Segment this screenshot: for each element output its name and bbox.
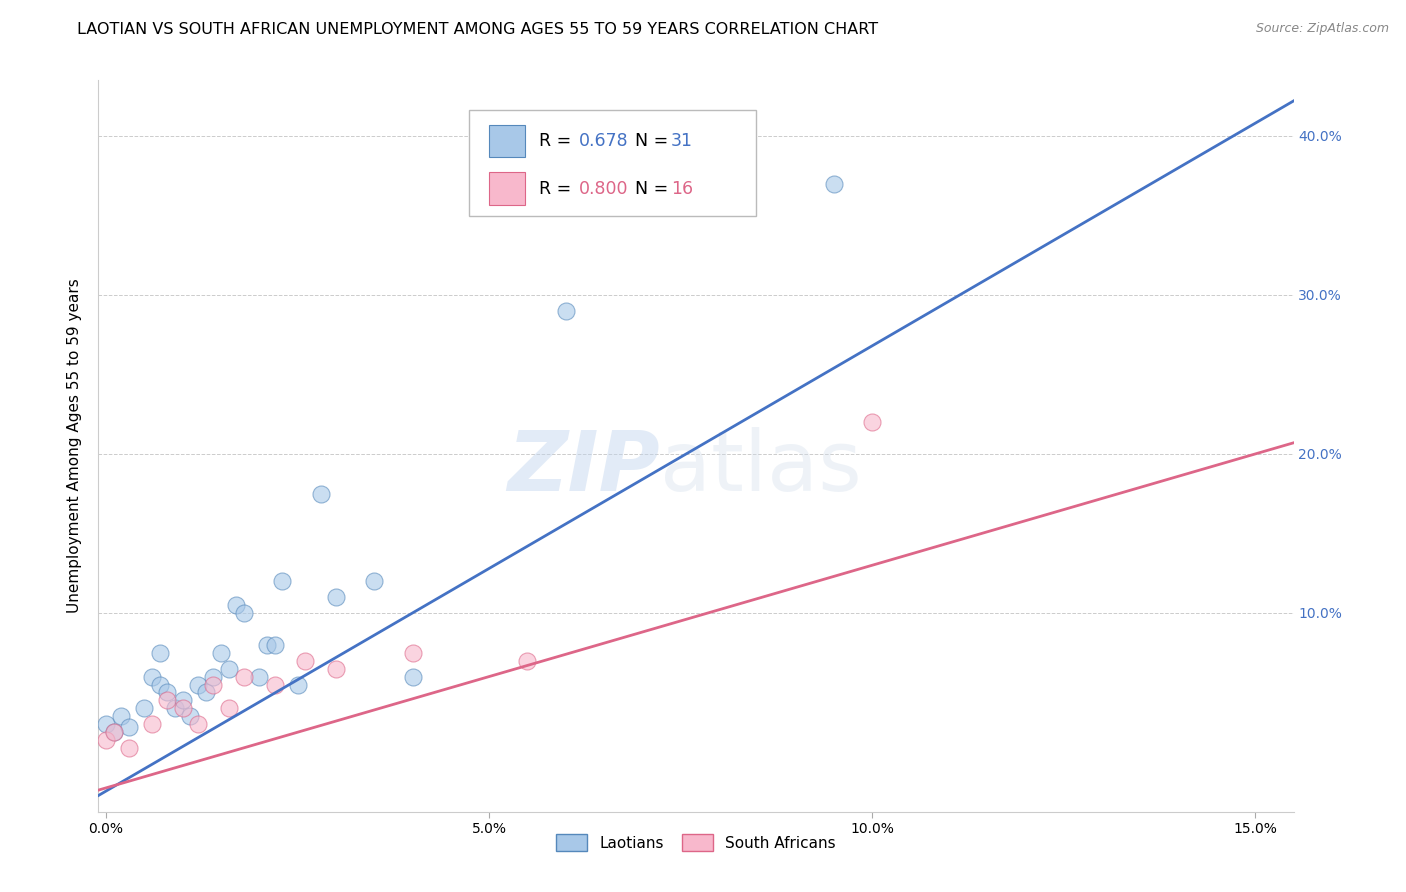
Text: 0.800: 0.800 [579, 179, 628, 197]
Point [172, 693, 194, 707]
Text: 0.678: 0.678 [579, 132, 628, 150]
Point [110, 709, 132, 723]
Point [156, 685, 179, 699]
Point [134, 701, 156, 715]
Text: atlas: atlas [661, 427, 862, 508]
Point [401, 646, 423, 660]
Point [325, 590, 347, 604]
Point [94, 717, 117, 731]
Point [247, 669, 270, 683]
Text: N =: N = [636, 179, 673, 197]
Point [707, 185, 730, 199]
Text: 16: 16 [671, 179, 693, 197]
Point [118, 721, 141, 735]
Point [363, 574, 385, 589]
Point [141, 717, 163, 731]
Legend: Laotians, South Africans: Laotians, South Africans [548, 826, 844, 859]
Point [325, 662, 347, 676]
Point [179, 709, 201, 723]
Point [554, 303, 576, 318]
Point [163, 701, 186, 715]
Point [156, 693, 179, 707]
Point [233, 669, 256, 683]
Point [218, 662, 240, 676]
Point [263, 677, 285, 691]
Point [271, 574, 294, 589]
Text: ZIP: ZIP [508, 427, 661, 508]
Point [263, 638, 285, 652]
Point [194, 685, 217, 699]
Text: R =: R = [540, 132, 576, 150]
FancyBboxPatch shape [470, 110, 756, 216]
Point [860, 415, 883, 429]
Point [287, 677, 309, 691]
Point [187, 717, 209, 731]
Point [141, 669, 163, 683]
Text: LAOTIAN VS SOUTH AFRICAN UNEMPLOYMENT AMONG AGES 55 TO 59 YEARS CORRELATION CHAR: LAOTIAN VS SOUTH AFRICAN UNEMPLOYMENT AM… [77, 22, 879, 37]
Point [149, 677, 172, 691]
FancyBboxPatch shape [489, 172, 524, 205]
Point [209, 646, 232, 660]
Text: R =: R = [540, 179, 576, 197]
Point [233, 606, 256, 620]
Point [94, 733, 117, 747]
Point [103, 725, 125, 739]
Point [823, 177, 845, 191]
Text: Source: ZipAtlas.com: Source: ZipAtlas.com [1256, 22, 1389, 36]
Point [187, 677, 209, 691]
Point [218, 701, 240, 715]
Point [118, 741, 141, 756]
Point [516, 654, 538, 668]
Point [202, 669, 225, 683]
Point [401, 669, 423, 683]
Text: N =: N = [636, 132, 673, 150]
Point [294, 654, 316, 668]
FancyBboxPatch shape [489, 125, 524, 158]
Point [256, 638, 278, 652]
Y-axis label: Unemployment Among Ages 55 to 59 years: Unemployment Among Ages 55 to 59 years [67, 278, 83, 614]
Point [149, 646, 172, 660]
Point [172, 701, 194, 715]
Text: 31: 31 [671, 132, 693, 150]
Point [202, 677, 225, 691]
Point [225, 598, 247, 612]
Point [309, 486, 332, 500]
Point [103, 725, 125, 739]
